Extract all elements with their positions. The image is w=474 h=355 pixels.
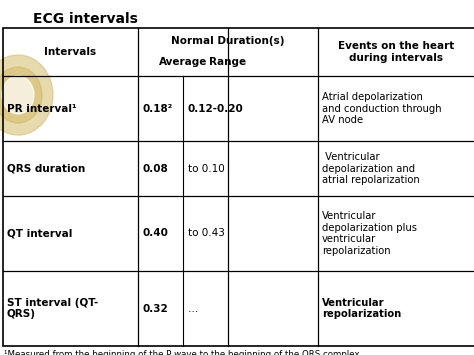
Text: Events on the heart
during intervals: Events on the heart during intervals: [338, 41, 455, 63]
Text: PR interval¹: PR interval¹: [7, 104, 76, 114]
Text: Intervals: Intervals: [45, 47, 97, 57]
Text: ECG intervals: ECG intervals: [33, 12, 138, 26]
Text: ST interval (QT-
QRS): ST interval (QT- QRS): [7, 298, 98, 319]
Text: QT interval: QT interval: [7, 229, 73, 239]
Ellipse shape: [0, 55, 53, 135]
Bar: [3, 28, 474, 346]
Text: 0.32: 0.32: [143, 304, 169, 313]
Ellipse shape: [0, 67, 42, 123]
Text: Ventricular
repolarization: Ventricular repolarization: [322, 298, 401, 319]
Ellipse shape: [2, 76, 34, 114]
Text: Average: Average: [159, 56, 207, 67]
Text: Range: Range: [210, 56, 246, 67]
Text: Atrial depolarization
and conduction through
AV node: Atrial depolarization and conduction thr…: [322, 92, 442, 125]
Text: to 0.10: to 0.10: [188, 164, 225, 174]
Text: to 0.43: to 0.43: [188, 229, 225, 239]
Text: ¹Measured from the beginning of the P wave to the beginning of the QRS complex: ¹Measured from the beginning of the P wa…: [4, 350, 360, 355]
Text: Normal Duration(s): Normal Duration(s): [171, 37, 285, 47]
Text: 0.08: 0.08: [143, 164, 169, 174]
Text: …: …: [188, 304, 199, 313]
Text: QRS duration: QRS duration: [7, 164, 85, 174]
Text: Ventricular
depolarization and
atrial repolarization: Ventricular depolarization and atrial re…: [322, 152, 420, 185]
Text: 0.18²: 0.18²: [143, 104, 173, 114]
Text: 0.40: 0.40: [143, 229, 169, 239]
Text: Ventricular
depolarization plus
ventricular
repolarization: Ventricular depolarization plus ventricu…: [322, 211, 417, 256]
Text: 0.12-0.20: 0.12-0.20: [188, 104, 244, 114]
